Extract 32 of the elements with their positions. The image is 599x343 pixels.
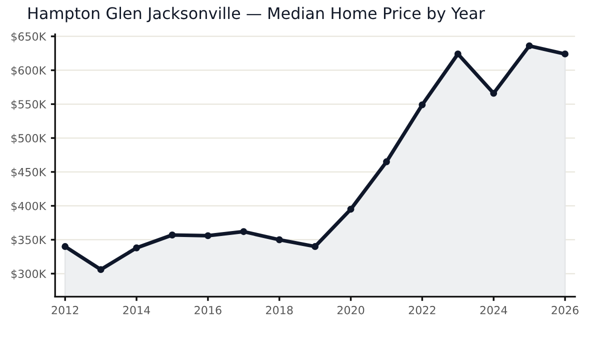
point <box>454 50 462 58</box>
point <box>562 50 569 58</box>
point <box>312 243 319 250</box>
y-tick-label: $550K <box>11 100 46 110</box>
point <box>383 158 390 166</box>
x-tick-label: 2012 <box>52 306 78 314</box>
chart-title: Hampton Glen Jacksonville — Median Home Price by Year <box>28 6 485 22</box>
point <box>133 244 140 252</box>
y-tick-label: $300K <box>11 269 46 280</box>
y-tick-label: $350K <box>11 236 46 246</box>
x-tick-label: 2016 <box>194 306 222 314</box>
point <box>240 228 248 236</box>
point <box>418 101 426 108</box>
y-tick-label: $600K <box>11 66 46 76</box>
point <box>276 236 283 244</box>
y-tick-label: $650K <box>11 32 46 42</box>
y-tick-label: $450K <box>11 168 46 178</box>
point <box>97 266 104 274</box>
point <box>168 232 176 238</box>
y-tick-label: $500K <box>11 134 46 144</box>
point <box>62 243 69 250</box>
point <box>347 206 354 213</box>
x-tick-label: 2022 <box>408 306 436 314</box>
point <box>204 232 212 240</box>
point <box>490 90 498 97</box>
x-tick-label: 2024 <box>480 306 508 314</box>
x-tick-label: 2018 <box>266 306 293 314</box>
x-tick-label: 2020 <box>337 306 364 314</box>
x-tick-label: 2014 <box>123 306 150 314</box>
y-tick-label: $400K <box>11 202 46 212</box>
point <box>526 42 533 50</box>
x-tick-label: 2026 <box>552 306 578 314</box>
